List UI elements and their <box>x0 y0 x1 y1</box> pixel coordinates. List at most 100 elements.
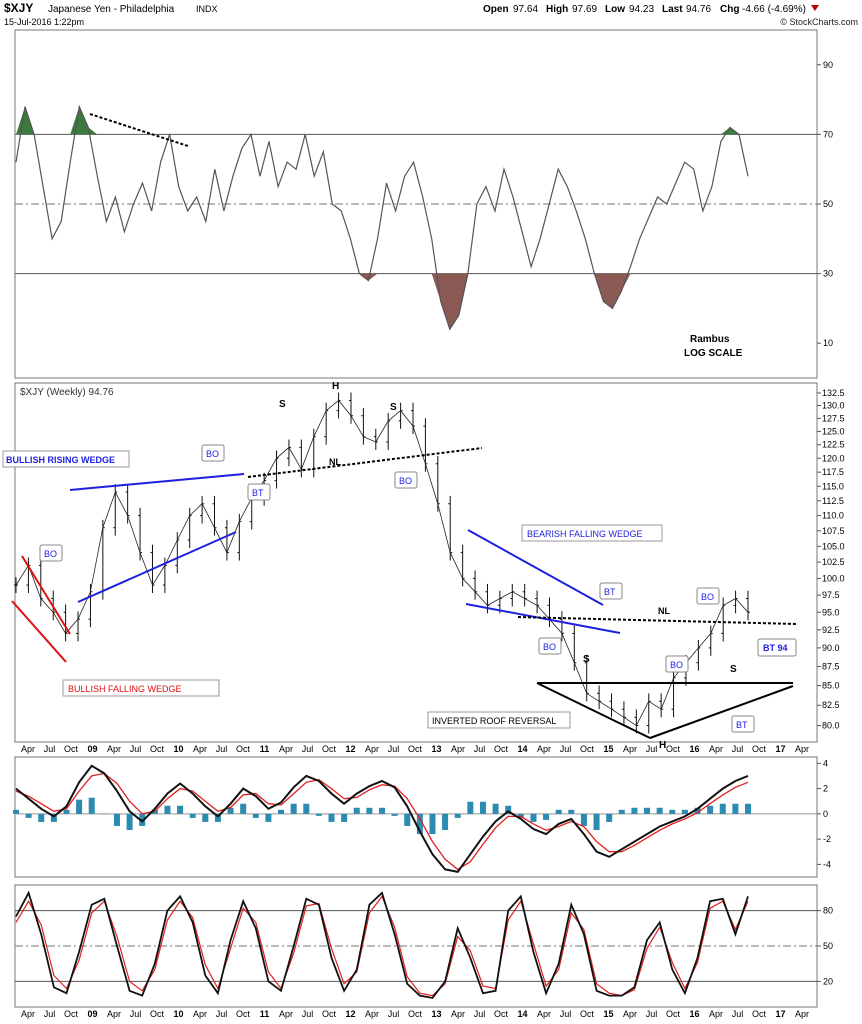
x-tick-label-bottom: Apr <box>107 1009 121 1019</box>
rsi-overbought-fill <box>16 106 748 135</box>
x-tick-label-mid: Apr <box>279 744 293 754</box>
callout-bt-1: BT <box>252 488 264 498</box>
macd-histogram-bar <box>315 813 322 816</box>
x-tick-label-mid: 10 <box>173 744 183 754</box>
roof-left-line <box>536 682 651 739</box>
x-tick-label-mid: Apr <box>795 744 809 754</box>
mark-nl-2: NL <box>658 606 670 616</box>
macd-histogram-bar <box>50 813 57 822</box>
x-tick-label-mid: Apr <box>709 744 723 754</box>
macd-histogram-bar <box>139 813 146 826</box>
falling-wedge-label: BULLISH FALLING WEDGE <box>68 684 182 694</box>
macd-histogram-bar <box>202 813 209 822</box>
x-tick-label-bottom: Apr <box>537 1009 551 1019</box>
rsi-top-layer: 90 70 50 30 10 <box>15 60 833 348</box>
mark-nl-1: NL <box>329 457 341 467</box>
macd-line <box>15 764 749 874</box>
rising-wedge-upper <box>69 473 245 491</box>
y-tick-label: 97.5 <box>822 590 840 600</box>
macd-histogram-bar <box>303 803 310 814</box>
macd-histogram-bar <box>379 807 385 814</box>
macd-histogram-bar <box>391 813 398 816</box>
x-tick-label-mid: Oct <box>408 744 423 754</box>
chart-header: $XJY Japanese Yen - Philadelphia INDX 15… <box>4 1 858 27</box>
x-tick-label-mid: Jul <box>560 744 572 754</box>
macd-histogram-bar <box>290 803 297 814</box>
callout-bo-6: BO <box>701 592 714 602</box>
x-tick-label-mid: Jul <box>732 744 744 754</box>
macd-histogram-bar <box>25 813 32 818</box>
macd-histogram-bar <box>707 805 714 814</box>
macd-histogram-bar <box>492 803 499 814</box>
y-tick-label: 30 <box>823 269 833 279</box>
y-tick-label: 117.5 <box>822 467 844 477</box>
bearish-wedge-box <box>521 524 663 542</box>
x-tick-label-mid: Oct <box>752 744 767 754</box>
mark-h-2: H <box>659 740 666 751</box>
x-tick-label-mid: 13 <box>431 744 441 754</box>
falling-wedge-lower <box>11 600 67 663</box>
x-tick-label-bottom: Apr <box>623 1009 637 1019</box>
x-axis-layer: Apr Apr Jul Jul Oct Oct 09 09 Apr Apr Jul Jul Oct Oct… <box>21 744 809 1019</box>
stoch-k-line <box>15 890 749 999</box>
y-tick-label: 80 <box>823 906 833 916</box>
x-tick-label-bottom: Apr <box>21 1009 35 1019</box>
high-label: High <box>546 4 568 15</box>
stoch-d-line <box>15 895 749 997</box>
y-tick-label: 10 <box>823 338 833 348</box>
macd-histogram-bar <box>113 813 120 826</box>
bearish-wedge-label: BEARISH FALLING WEDGE <box>527 529 643 539</box>
x-tick-label-bottom: Oct <box>408 1009 423 1019</box>
x-tick-label-bottom: 13 <box>431 1009 441 1019</box>
x-tick-label-bottom: Jul <box>388 1009 400 1019</box>
x-tick-label-mid: Jul <box>388 744 400 754</box>
mark-s-3: S <box>583 654 590 665</box>
macd-histogram-bar <box>328 813 335 822</box>
x-tick-label-mid: 15 <box>603 744 613 754</box>
down-arrow-icon <box>811 5 819 11</box>
rsi-trendline <box>89 113 189 147</box>
macd-histogram-bar <box>265 813 272 822</box>
macd-histogram-bar <box>593 813 600 831</box>
x-tick-label-bottom: Apr <box>193 1009 207 1019</box>
x-tick-label-bottom: 10 <box>173 1009 183 1019</box>
x-tick-label-mid: 12 <box>345 744 355 754</box>
macd-histogram-bar <box>543 813 550 820</box>
macd-histogram-bar <box>732 803 739 814</box>
macd-histogram-bar <box>189 813 196 818</box>
roof-right-line <box>649 685 794 739</box>
macd-histogram-bar <box>240 803 247 814</box>
macd-histogram-bar <box>101 813 108 815</box>
x-tick-label-mid: Apr <box>365 744 379 754</box>
macd-signal-line <box>15 772 749 871</box>
callout-box <box>757 638 797 657</box>
rising-wedge-lower <box>77 531 237 603</box>
x-tick-label-mid: Apr <box>21 744 35 754</box>
mark-s-1: S <box>279 399 286 410</box>
x-tick-label-mid: 11 <box>260 744 270 754</box>
macd-histogram-bar <box>353 807 360 814</box>
x-tick-label-bottom: Jul <box>302 1009 314 1019</box>
macd-histogram-bar <box>126 813 133 831</box>
x-tick-label-bottom: Apr <box>795 1009 809 1019</box>
y-tick-label: 70 <box>823 129 833 139</box>
macd-histogram-bar <box>568 809 575 814</box>
macd-histogram-bar <box>694 807 701 814</box>
rising-wedge-label: BULLISH RISING WEDGE <box>6 455 115 465</box>
x-tick-label-bottom: Oct <box>752 1009 767 1019</box>
macd-histogram-bar <box>656 807 663 814</box>
high-value: 97.69 <box>572 4 597 15</box>
callout-box <box>538 637 562 655</box>
y-tick-label: 80.0 <box>822 721 840 731</box>
macd-histogram-bar <box>644 807 651 814</box>
x-tick-label-mid: Oct <box>666 744 681 754</box>
x-tick-label-mid: Apr <box>451 744 465 754</box>
last-label: Last <box>662 4 683 15</box>
callout-box <box>599 582 623 600</box>
x-tick-label-mid: Jul <box>130 744 142 754</box>
low-value: 94.23 <box>629 4 654 15</box>
x-tick-label-bottom: Jul <box>44 1009 56 1019</box>
y-tick-label: 82.5 <box>822 700 840 710</box>
macd-histogram-bar <box>530 813 537 822</box>
macd-histogram-bar <box>580 813 587 826</box>
